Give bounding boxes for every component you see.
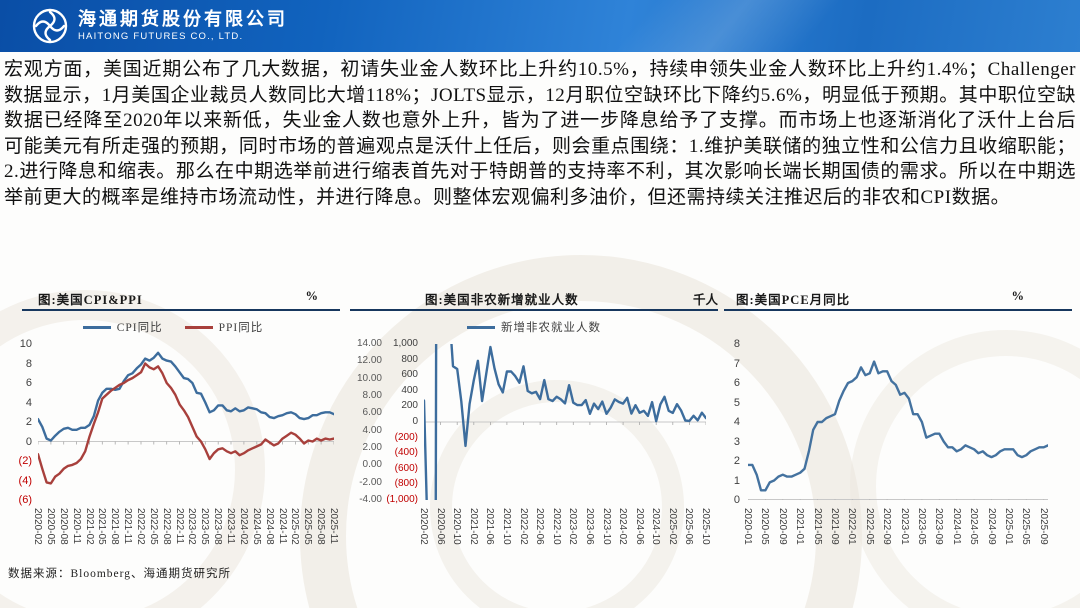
header-bar: 海通期货股份有限公司 HAITONG FUTURES CO., LTD. [0,0,1080,80]
legend-item: CPI同比 [82,319,163,335]
x-axis-labels: 2020-02 2020-06 2020-10 2021-02 2021-06 2021-… [418,508,711,545]
chart-legend: 新增非农就业人数 [350,317,718,337]
chart-legend [724,317,1072,337]
data-source-note: 数据来源：Bloomberg、海通期货研究所 [8,568,232,580]
y-axis-labels: 10 8 6 4 2 0 (2) (4) (6) [18,338,32,506]
cpi-ppi-line-chart [36,351,336,485]
legend-item: PPI同比 [184,319,264,335]
title-underline [350,309,718,311]
legend-item: 新增非农就业人数 [467,319,601,335]
plot-area: 10 8 6 4 2 0 (2) (4) (6) 2020-02 2020-05 2020-08 20… [6,338,340,582]
x-axis-labels: 2020-01 2020-05 2020-09 2021-01 2021-05 2021-… [742,508,1049,545]
y-axis-labels: 1,000 800 600 400 200 0 (200) (400) (600) (800) (1… [386,338,418,505]
macro-commentary-paragraph: 宏观方面，美国近期公布了几大数据，初请失业金人数环比上升约10.5%，持续申领失… [4,59,1076,208]
chart-panel-us-nonfarm-payrolls: 图:美国非农新增就业人数 千人 新增非农就业人数 14.00 12.00 10.00… [350,46,718,608]
chart-legend: CPI同比 PPI同比 [6,317,340,337]
company-name-cn: 海通期货股份有限公司 [78,8,288,29]
title-underline [22,309,340,311]
chart-panel-us-cpi-ppi: 图:美国CPI&PPI % CPI同比 PPI同比 10 8 6 4 2 0 (2) (4) (6… [6,286,340,582]
company-name-en: HAITONG FUTURES CO., LTD. [78,30,244,42]
chart-title: 图:美国PCE月同比 [736,293,851,307]
chart-unit-label: % [1011,289,1025,303]
nonfarm-payrolls-line-chart [422,46,708,608]
chart-unit-label: 千人 [692,293,718,307]
charts-row: 图:美国CPI&PPI % CPI同比 PPI同比 10 8 6 4 2 0 (2) (4) (6… [0,46,1080,608]
y-axis-secondary-labels: 14.00 12.00 10.00 8.00 6.00 4.00 2.00 0.00 -2.00… [356,338,382,505]
plot-area: 14.00 12.00 10.00 8.00 6.00 4.00 2.00 0.00 -2.00… [350,46,718,608]
legend-line-swatch [467,325,495,329]
title-underline [724,309,1072,311]
pce-yoy-line-chart [746,360,1050,503]
legend-line-swatch [184,325,213,329]
legend-line-swatch [82,325,111,329]
haitong-logo-icon [32,8,68,44]
chart-title: 图:美国CPI&PPI [38,293,143,307]
company-brand: 海通期货股份有限公司 HAITONG FUTURES CO., LTD. [30,6,288,46]
chart-unit-label: % [305,289,319,303]
chart-title: 图:美国非农新增就业人数 [425,293,579,307]
